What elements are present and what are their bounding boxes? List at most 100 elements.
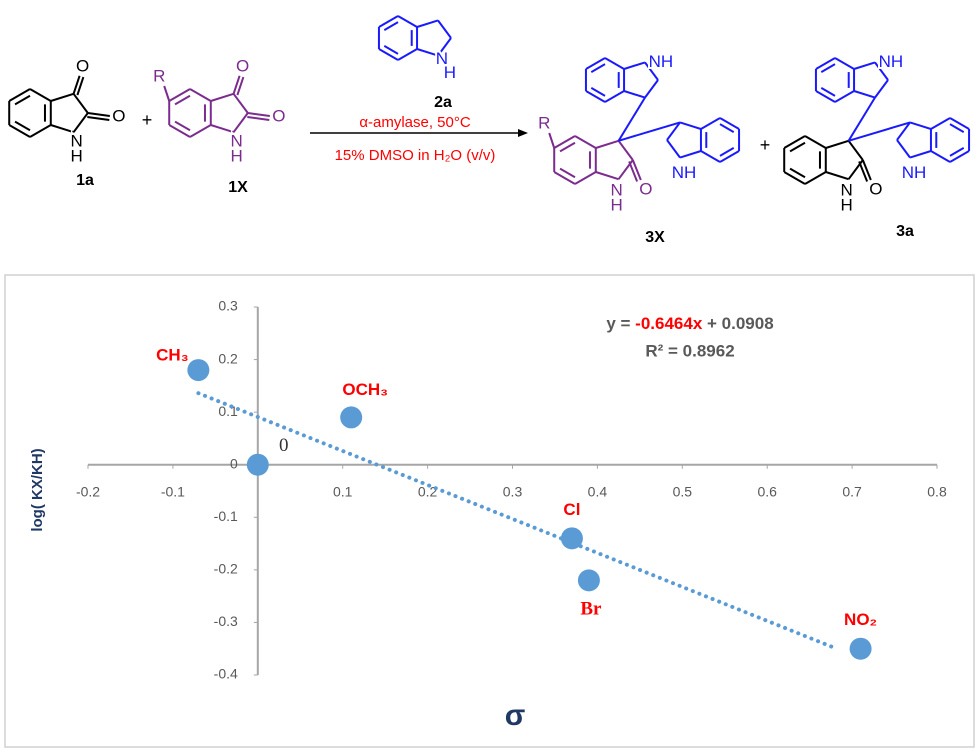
bond	[700, 150, 721, 163]
bond	[719, 147, 735, 157]
atom-label: H	[444, 63, 456, 82]
bond	[874, 79, 889, 99]
bond	[820, 63, 836, 73]
x-tick-label: 0.3	[503, 483, 523, 499]
atom-label: O	[272, 106, 285, 125]
bond	[8, 124, 31, 138]
x-tick-label: 0.1	[333, 483, 353, 499]
bond	[617, 97, 646, 142]
bond	[50, 92, 74, 102]
atom-label: R	[153, 66, 165, 85]
bond	[789, 167, 806, 179]
bond	[574, 135, 597, 149]
bond	[247, 115, 270, 121]
condition: 15% DMSO in H₂O (v/v)	[335, 147, 496, 164]
bond	[29, 124, 52, 138]
bond	[232, 112, 249, 133]
compound-label: 1X	[228, 179, 248, 196]
y-tick-label: -0.3	[214, 613, 238, 629]
point-label: CH₃	[156, 346, 188, 365]
atom-label: H	[70, 147, 82, 166]
bond	[87, 115, 110, 121]
bond	[72, 93, 89, 114]
bond	[163, 85, 171, 102]
bond	[50, 124, 74, 134]
bond	[949, 150, 970, 163]
atom-label: R	[538, 113, 550, 132]
bond	[595, 139, 619, 149]
atom-label: N	[610, 181, 622, 200]
atom-label: H	[610, 196, 622, 215]
bond	[804, 171, 827, 185]
y-tick-label: -0.2	[214, 561, 238, 577]
bond	[644, 79, 659, 99]
bond	[553, 171, 576, 185]
bond	[834, 57, 855, 70]
bond	[189, 88, 212, 102]
bond	[604, 57, 625, 70]
atom-label: O	[236, 56, 249, 75]
atom-label: O	[76, 56, 89, 75]
bond	[87, 112, 110, 117]
bond	[719, 117, 740, 130]
condition: α-amylase, 50°C	[359, 114, 471, 131]
bond	[858, 161, 869, 182]
x-tick-label: -0.2	[76, 483, 100, 499]
bond	[247, 112, 270, 117]
data-point	[577, 569, 600, 592]
bond	[874, 61, 889, 81]
atom-label: O	[869, 179, 882, 198]
bond	[8, 88, 31, 102]
y-tick-label: 0.3	[218, 298, 238, 314]
bond	[679, 150, 702, 159]
bond	[383, 21, 399, 31]
bond	[825, 139, 849, 149]
plus: +	[142, 110, 153, 130]
x-tick-label: 0.6	[757, 483, 777, 499]
bond	[236, 76, 245, 96]
data-point	[560, 527, 583, 550]
bond	[949, 147, 965, 157]
bond	[909, 150, 932, 159]
compound-label: 3a	[896, 223, 914, 240]
bond	[853, 90, 876, 99]
bond	[210, 92, 234, 102]
atom-label: N	[230, 132, 242, 151]
bond	[896, 121, 911, 141]
point-label: NO₂	[844, 610, 877, 629]
bond	[783, 171, 806, 185]
bond	[848, 121, 911, 142]
data-point	[849, 637, 872, 660]
bond	[825, 171, 849, 181]
bond	[930, 150, 951, 163]
atom-label: H	[230, 147, 242, 166]
trendline	[196, 391, 838, 651]
y-tick-label: 0.2	[218, 350, 238, 366]
bond	[585, 90, 606, 103]
y-tick-label: -0.4	[214, 666, 238, 682]
data-point	[340, 406, 363, 429]
x-tick-label: 0.5	[673, 483, 693, 499]
bond	[174, 94, 191, 106]
bond	[618, 121, 681, 142]
bond	[847, 140, 864, 161]
bond	[804, 135, 827, 149]
bond	[679, 121, 702, 130]
atom-label: N	[70, 132, 82, 151]
data-point	[246, 453, 269, 476]
bond	[628, 161, 639, 182]
bond	[909, 121, 932, 130]
point-label: 0	[279, 435, 289, 456]
bond	[383, 45, 399, 55]
bond	[719, 150, 740, 163]
compound-label: 1a	[76, 172, 94, 189]
y-tick-label: -0.1	[214, 508, 238, 524]
bond	[623, 61, 646, 70]
bond	[700, 117, 721, 130]
atom-label: NH	[879, 52, 904, 71]
bond	[631, 159, 642, 181]
bond	[378, 48, 399, 61]
bond	[168, 124, 191, 138]
bond	[595, 171, 619, 181]
atom-label: O	[112, 106, 125, 125]
